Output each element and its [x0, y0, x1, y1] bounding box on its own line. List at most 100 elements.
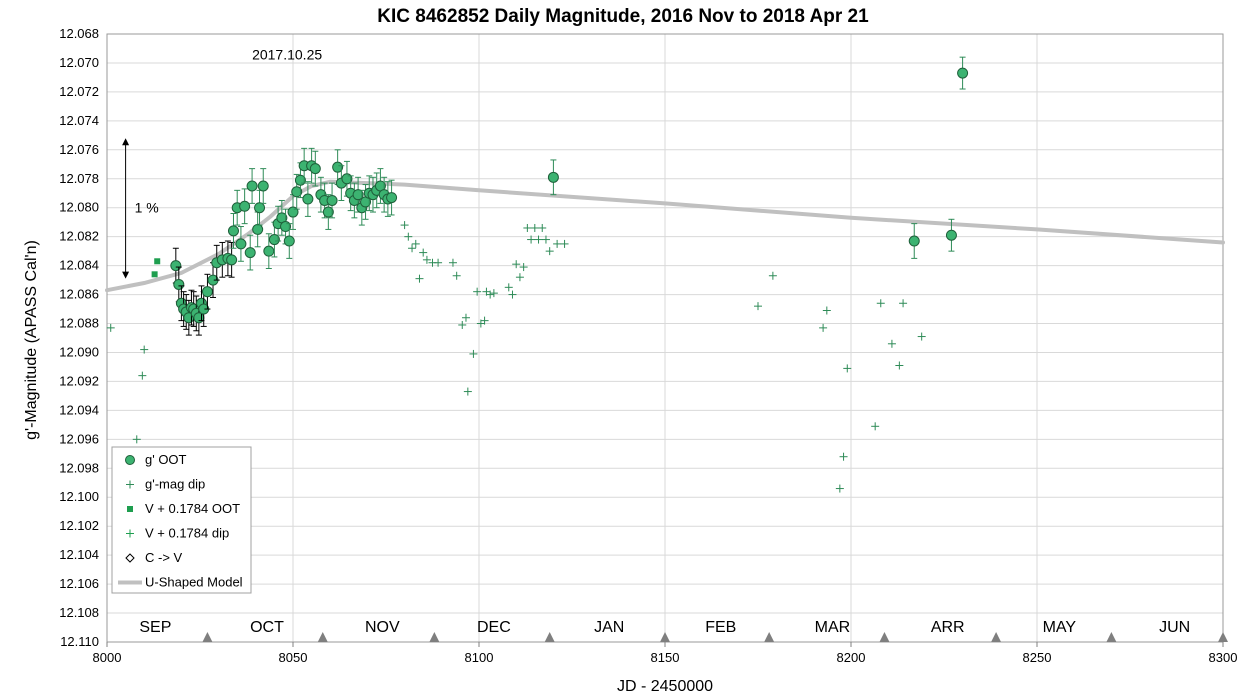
- oot-point: [309, 150, 321, 187]
- dip-point: [871, 422, 880, 431]
- oot-point: [352, 176, 364, 213]
- oot-marker: [244, 247, 256, 259]
- dip-point: [419, 248, 428, 257]
- y-tick-label: 12.100: [59, 489, 99, 504]
- month-marker-triangle: [879, 632, 890, 642]
- month-marker-triangle: [317, 632, 328, 642]
- legend-entry: V + 0.1784 OOT: [127, 501, 240, 516]
- dip-point: [541, 235, 550, 244]
- x-tick-label: 8300: [1209, 650, 1238, 665]
- month-label: FEB: [705, 619, 736, 636]
- month-marker-triangle: [202, 632, 213, 642]
- y-tick-label: 12.082: [59, 229, 99, 244]
- oot-marker: [170, 260, 182, 272]
- month-label: JUN: [1159, 619, 1190, 636]
- dip-point: [560, 239, 569, 248]
- oot-marker: [352, 189, 364, 201]
- oot-marker: [257, 180, 269, 192]
- y-tick-label: 12.078: [59, 171, 99, 186]
- month-label: NOV: [365, 619, 400, 636]
- oot-marker: [908, 235, 920, 247]
- x-tick-label: 8150: [651, 650, 680, 665]
- oot-marker: [547, 171, 559, 183]
- oot-marker: [226, 254, 238, 266]
- oot-marker: [332, 161, 344, 173]
- oot-point: [326, 182, 338, 219]
- legend-diamond-icon: [125, 553, 135, 563]
- x-tick-label: 8250: [1023, 650, 1052, 665]
- dip-point: [917, 332, 926, 341]
- month-marker-triangle: [660, 632, 670, 642]
- y-tick-label: 12.108: [59, 605, 99, 620]
- month-label: MAR: [815, 619, 851, 636]
- y-tick-label: 12.076: [59, 142, 99, 157]
- chart-title: KIC 8462852 Daily Magnitude, 2016 Nov to…: [377, 6, 869, 27]
- dip-point: [458, 320, 467, 329]
- oot-marker: [309, 163, 321, 175]
- dip-point: [899, 299, 908, 308]
- legend-square-icon: [127, 506, 133, 512]
- oot-marker: [291, 186, 303, 198]
- oot-point: [201, 273, 213, 310]
- dip-point: [534, 235, 543, 244]
- dip-point: [400, 221, 409, 230]
- oot-point: [298, 147, 310, 184]
- y-tick-label: 12.086: [59, 287, 99, 302]
- legend-label: V + 0.1784 dip: [145, 526, 229, 541]
- dip-point: [504, 283, 513, 292]
- dip-point: [523, 223, 532, 232]
- dip-point: [530, 223, 539, 232]
- oot-marker: [201, 286, 213, 298]
- dip-point: [138, 371, 147, 380]
- oot-marker: [246, 180, 258, 192]
- legend-entry: g' OOT: [125, 452, 187, 467]
- y-tick-label: 12.070: [59, 55, 99, 70]
- dip-point: [486, 290, 495, 299]
- dip-point: [408, 244, 417, 253]
- oot-point: [335, 165, 347, 201]
- y-tick-label: 12.110: [60, 634, 99, 649]
- month-marker-triangle: [1218, 632, 1228, 642]
- legend-entry: C -> V: [125, 550, 183, 565]
- oot-point: [227, 213, 239, 249]
- oot-marker: [326, 194, 338, 206]
- dip-point: [461, 313, 470, 322]
- data-layer: [106, 56, 969, 493]
- legend: g' OOT g'-mag dip V + 0.1784 OOT V + 0.1784…: [111, 446, 252, 594]
- y-tick-label: 12.104: [59, 547, 99, 562]
- legend-label: C -> V: [145, 550, 183, 565]
- oot-point: [254, 189, 266, 226]
- dip-point: [887, 339, 896, 348]
- dip-point: [839, 452, 848, 461]
- dip-point: [469, 349, 478, 358]
- dip-point: [422, 255, 431, 264]
- month-marker-triangle: [764, 632, 775, 642]
- dip-point: [434, 258, 443, 267]
- oot-marker: [239, 200, 251, 212]
- month-label: SEP: [139, 619, 171, 636]
- month-label: ARR: [931, 619, 965, 636]
- legend-label: V + 0.1784 OOT: [145, 501, 240, 516]
- oot-marker: [302, 193, 314, 205]
- x-tick-label: 8050: [279, 650, 308, 665]
- oot-point: [547, 159, 559, 196]
- y-tick-label: 12.106: [59, 576, 99, 591]
- oot-marker: [173, 278, 185, 290]
- dip-point: [895, 361, 904, 370]
- oot-point: [908, 223, 920, 259]
- y-tick-label: 12.080: [59, 200, 99, 215]
- scale-arrow-head-up: [122, 138, 130, 146]
- month-label: DEC: [477, 619, 511, 636]
- y-tick-label: 12.094: [59, 402, 99, 417]
- y-tick-label: 12.098: [59, 460, 99, 475]
- month-marker-triangle: [991, 632, 1002, 642]
- x-tick-label: 8000: [93, 650, 122, 665]
- v-oot-marker: [154, 258, 161, 265]
- oot-point: [283, 223, 295, 259]
- annotation-layer: 2017.10.25 1 % SEP OCT NOV DEC JAN FEB MAR ARR MAY…: [122, 46, 1228, 642]
- oot-point: [235, 226, 247, 262]
- legend-entry: U-Shaped Model: [118, 575, 243, 590]
- legend-label: g' OOT: [145, 452, 187, 467]
- y-tick-label: 12.092: [59, 373, 99, 388]
